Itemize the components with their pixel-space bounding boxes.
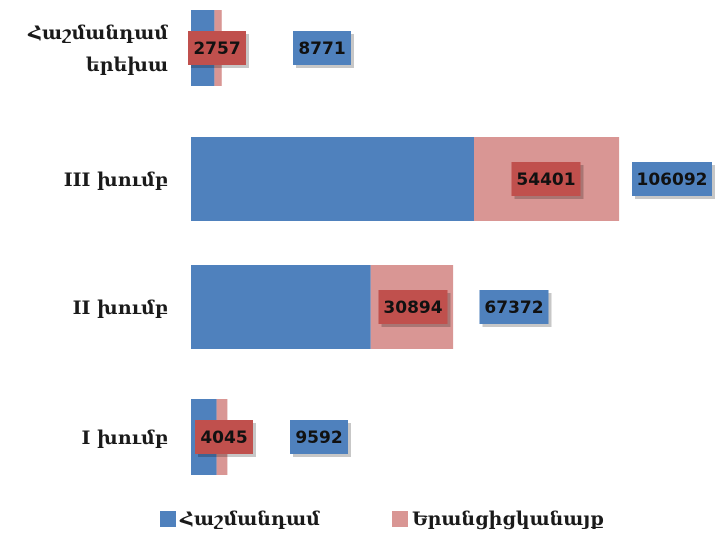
data-label-total-1-box bbox=[632, 162, 712, 196]
bar-total-2 bbox=[191, 265, 371, 349]
legend-swatch-1 bbox=[392, 511, 408, 527]
data-label-women-1-box bbox=[511, 162, 581, 196]
data-label-total-3-box bbox=[290, 420, 348, 454]
data-label-women-2: 30894 bbox=[378, 290, 451, 327]
data-label-total-0-box bbox=[293, 31, 351, 65]
bar-total-1 bbox=[191, 137, 474, 221]
data-label-women-3-text: 4045 bbox=[200, 428, 247, 448]
data-label-total-0: 8771 bbox=[293, 31, 354, 68]
data-label-women-0-box bbox=[188, 31, 246, 65]
data-label-total-3: 9592 bbox=[290, 420, 351, 457]
data-label-total-2: 67372 bbox=[479, 290, 552, 327]
data-label-total-1-text: 106092 bbox=[637, 170, 708, 190]
category-label-0-line-0: Հաշմանդամ bbox=[27, 22, 168, 44]
legend-label-1: Երանցիցկանայք bbox=[412, 508, 604, 530]
data-label-women-2-box bbox=[378, 290, 448, 324]
data-label-women-0-text: 2757 bbox=[193, 39, 240, 59]
data-label-women-1-text: 54401 bbox=[516, 170, 575, 190]
data-label-total-2-box bbox=[479, 290, 549, 324]
category-label-1: III խումբ bbox=[64, 169, 168, 191]
data-label-women-2-text: 30894 bbox=[383, 298, 442, 318]
category-label-2: II խումբ bbox=[73, 297, 168, 319]
legend-label-0: Հաշմանդամ bbox=[179, 508, 320, 530]
data-label-women-3: 4045 bbox=[195, 420, 256, 457]
data-label-women-1: 54401 bbox=[511, 162, 584, 199]
data-label-total-3-text: 9592 bbox=[295, 428, 342, 448]
category-label-0-line-1: երեխա bbox=[86, 54, 168, 76]
category-label-3: I խումբ bbox=[81, 427, 168, 449]
legend-swatch-0 bbox=[160, 511, 176, 527]
data-label-women-3-box bbox=[195, 420, 253, 454]
data-label-total-0-text: 8771 bbox=[298, 39, 345, 59]
data-label-total-2-text: 67372 bbox=[484, 298, 543, 318]
data-label-women-0: 2757 bbox=[188, 31, 249, 68]
data-label-total-1: 106092 bbox=[632, 162, 715, 199]
